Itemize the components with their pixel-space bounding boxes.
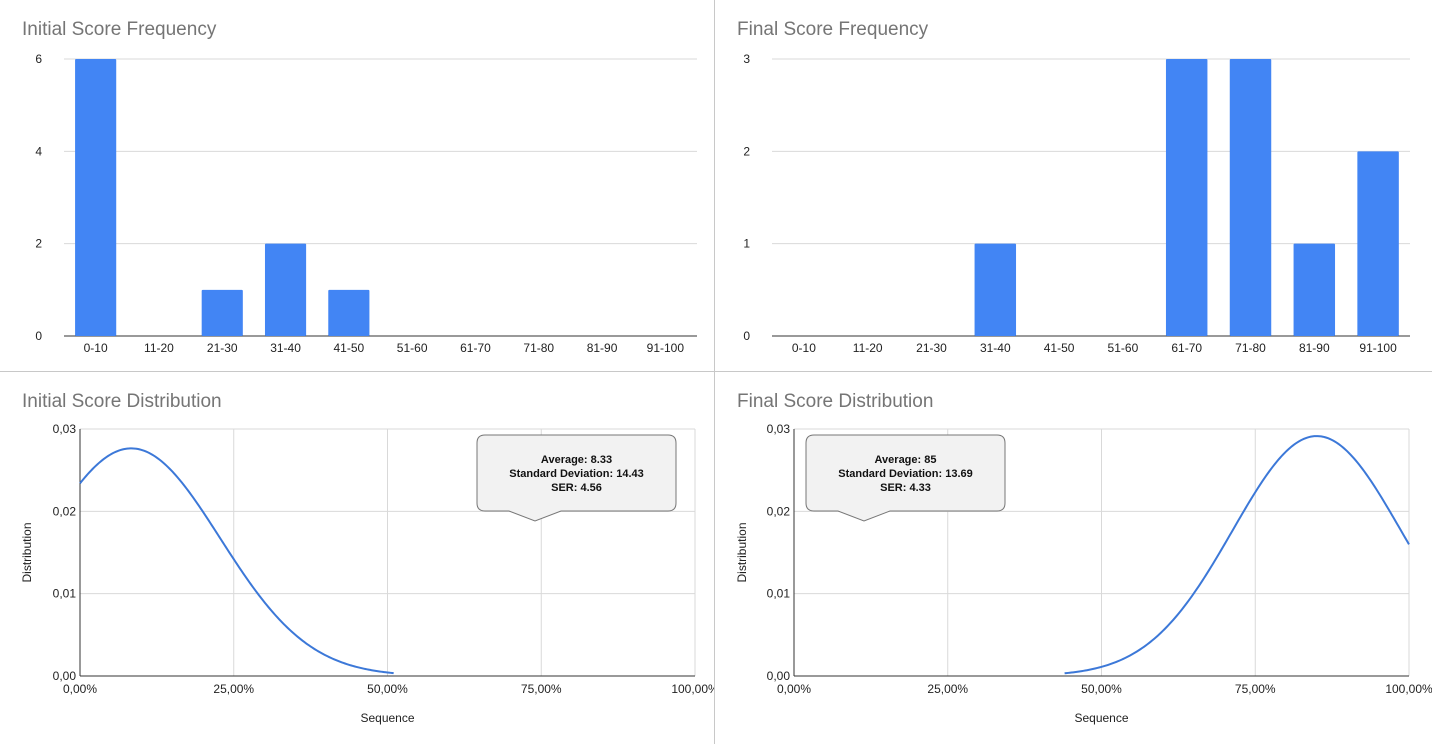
annotation-callout	[476, 434, 677, 522]
annotation-line: Average: 85	[875, 454, 937, 466]
distribution-curve	[1064, 435, 1410, 675]
x-tick-label: 51-60	[397, 341, 428, 355]
annotation-line: Standard Deviation: 14.43	[509, 468, 644, 480]
y-tick-label: 0	[35, 329, 42, 343]
y-tick-label: 1	[743, 237, 750, 251]
distribution-curve	[79, 447, 394, 675]
x-tick-label: 0-10	[84, 341, 108, 355]
y-tick-label: 0,02	[767, 504, 791, 518]
x-tick-label: 81-90	[1299, 341, 1330, 355]
bar	[1293, 243, 1336, 336]
initial-score-distribution-plot: 0,00% 25,00% 50,00% 75,00% 100,00% 0,00 0,01 0,…	[20, 422, 715, 725]
chart-title: Initial Score Frequency	[22, 19, 217, 40]
x-tick-label: 100,00%	[1385, 682, 1432, 696]
x-tick-label: 50,00%	[367, 682, 408, 696]
x-tick-label: 31-40	[270, 341, 301, 355]
annotation-line: SER: 4.56	[551, 482, 602, 494]
x-tick-label: 81-90	[587, 341, 618, 355]
y-tick-label: 0,03	[767, 422, 791, 436]
y-tick-label: 0,01	[53, 587, 77, 601]
x-tick-label: 91-100	[647, 341, 685, 355]
x-tick-label: 75,00%	[521, 682, 562, 696]
bar	[1165, 59, 1208, 336]
x-axis-title: Sequence	[1074, 711, 1128, 725]
annotation-callout	[805, 434, 1006, 522]
y-tick-label: 2	[743, 144, 750, 158]
x-tick-label: 41-50	[333, 341, 364, 355]
annotation-line: Average: 8.33	[541, 454, 612, 466]
x-tick-label: 71-80	[523, 341, 554, 355]
x-tick-label: 0,00%	[63, 682, 97, 696]
initial-score-frequency-plot: 0 2 4 6 0-10 11-20 21-30 31-40 41-50 51-60 61-70 71…	[35, 52, 697, 355]
chart-title: Final Score Frequency	[737, 19, 929, 40]
x-tick-label: 25,00%	[213, 682, 254, 696]
final-score-frequency-plot: 0 1 2 3 0-10 11-20 21-30 31-40 41-50 51-60 61-70 71…	[743, 52, 1410, 355]
y-tick-label: 0,01	[767, 587, 791, 601]
y-tick-label: 0	[743, 329, 750, 343]
annotation-line: Standard Deviation: 13.69	[838, 468, 973, 480]
x-tick-label: 71-80	[1235, 341, 1266, 355]
y-tick-label: 2	[35, 237, 42, 251]
x-tick-label: 61-70	[460, 341, 491, 355]
x-tick-label: 61-70	[1171, 341, 1202, 355]
x-tick-label: 11-20	[144, 341, 174, 355]
y-tick-label: 0,02	[53, 504, 77, 518]
y-tick-label: 3	[743, 52, 750, 66]
y-tick-label: 0,03	[53, 422, 77, 436]
final-score-distribution-chart: Final Score Distribution 0,00% 25,00% 50,0…	[715, 372, 1432, 744]
x-tick-label: 51-60	[1108, 341, 1139, 355]
bar	[1357, 151, 1399, 336]
y-axis-title: Distribution	[20, 522, 34, 582]
bar	[1229, 59, 1272, 336]
y-tick-label: 0,00	[767, 669, 791, 683]
x-tick-label: 31-40	[980, 341, 1011, 355]
bar	[201, 289, 243, 336]
chart-title: Final Score Distribution	[737, 391, 934, 412]
x-tick-label: 91-100	[1359, 341, 1397, 355]
y-axis-title: Distribution	[735, 522, 749, 582]
x-tick-label: 41-50	[1044, 341, 1075, 355]
y-tick-label: 6	[35, 52, 42, 66]
initial-score-distribution-chart: Initial Score Distribution 0,00% 25,00% 50…	[0, 372, 715, 744]
x-tick-label: 25,00%	[927, 682, 968, 696]
annotation-line: SER: 4.33	[880, 482, 931, 494]
x-tick-label: 21-30	[916, 341, 947, 355]
chart-title: Initial Score Distribution	[22, 391, 222, 412]
final-score-distribution-plot: 0,00% 25,00% 50,00% 75,00% 100,00% 0,00 0,01 0,…	[735, 422, 1432, 725]
y-tick-label: 0,00	[53, 669, 77, 683]
x-tick-label: 50,00%	[1081, 682, 1122, 696]
y-tick-label: 4	[35, 144, 42, 158]
bar	[264, 243, 307, 336]
x-axis-title: Sequence	[360, 711, 414, 725]
x-tick-label: 11-20	[853, 341, 883, 355]
x-tick-label: 75,00%	[1235, 682, 1276, 696]
x-tick-label: 0,00%	[777, 682, 811, 696]
initial-score-frequency-chart: Initial Score Frequency 0 2 4 6 0-10 11-20 21-…	[0, 0, 715, 372]
x-tick-label: 100,00%	[671, 682, 715, 696]
x-tick-label: 21-30	[207, 341, 238, 355]
bar	[974, 243, 1017, 336]
final-score-frequency-chart: Final Score Frequency 0 1 2 3 0-10 11-20 21-30…	[715, 0, 1432, 372]
bar	[328, 289, 370, 336]
x-tick-label: 0-10	[792, 341, 816, 355]
bar	[75, 59, 117, 336]
